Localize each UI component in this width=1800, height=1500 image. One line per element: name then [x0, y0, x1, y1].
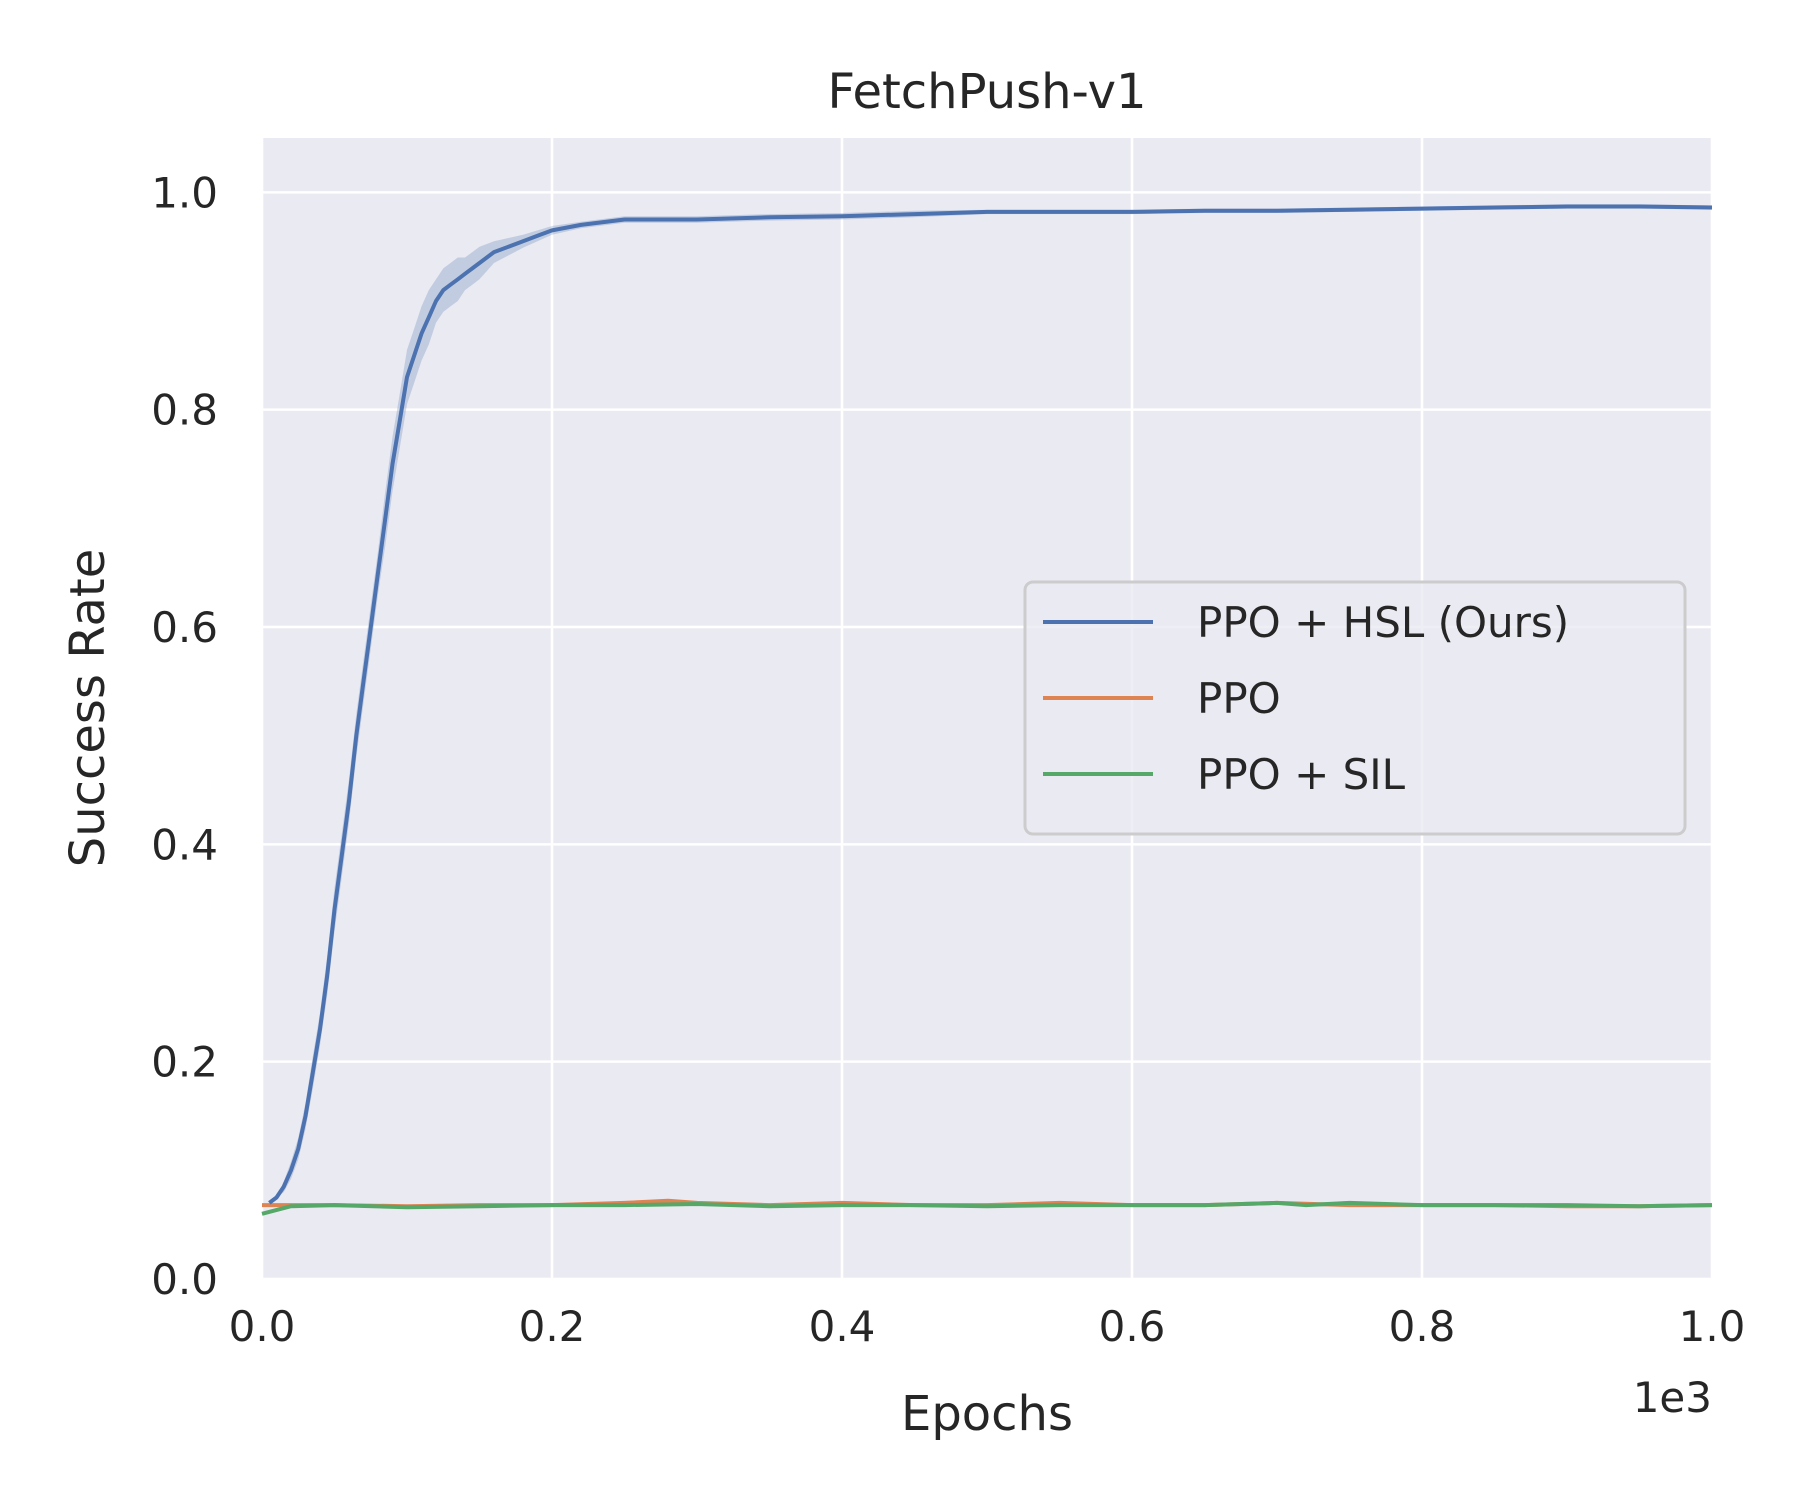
y-tick-label: 0.6	[151, 603, 218, 652]
x-tick-label: 0.2	[519, 1302, 586, 1351]
legend-label: PPO + SIL	[1197, 750, 1406, 799]
y-tick-label: 0.8	[151, 386, 218, 435]
y-tick-label: 0.0	[151, 1255, 218, 1304]
x-tick-label: 0.0	[229, 1302, 296, 1351]
chart-title: FetchPush-v1	[827, 64, 1146, 120]
series-lines	[261, 204, 1713, 1216]
legend-label: PPO	[1197, 674, 1281, 723]
legend: PPO + HSL (Ours) PPO PPO + SIL	[1023, 580, 1687, 836]
x-tick-label: 0.6	[1099, 1302, 1166, 1351]
legend-label: PPO + HSL (Ours)	[1197, 598, 1569, 647]
x-axis-offset-label: 1e3	[1633, 1373, 1712, 1422]
y-axis-ticks: 0.0 0.2 0.4 0.6 0.8 1.0	[151, 168, 218, 1304]
x-tick-label: 1.0	[1679, 1302, 1746, 1351]
y-axis-label: Success Rate	[60, 549, 116, 868]
y-tick-label: 0.2	[151, 1038, 218, 1087]
y-tick-label: 1.0	[151, 168, 218, 217]
x-tick-label: 0.4	[809, 1302, 876, 1351]
legend-box	[1023, 580, 1687, 836]
x-axis-ticks: 0.0 0.2 0.4 0.6 0.8 1.0	[229, 1302, 1746, 1351]
x-axis-label: Epochs	[901, 1386, 1073, 1442]
y-tick-label: 0.4	[151, 820, 218, 869]
series-line	[268, 204, 1713, 1205]
series-line	[261, 1200, 1713, 1216]
x-tick-label: 0.8	[1389, 1302, 1456, 1351]
